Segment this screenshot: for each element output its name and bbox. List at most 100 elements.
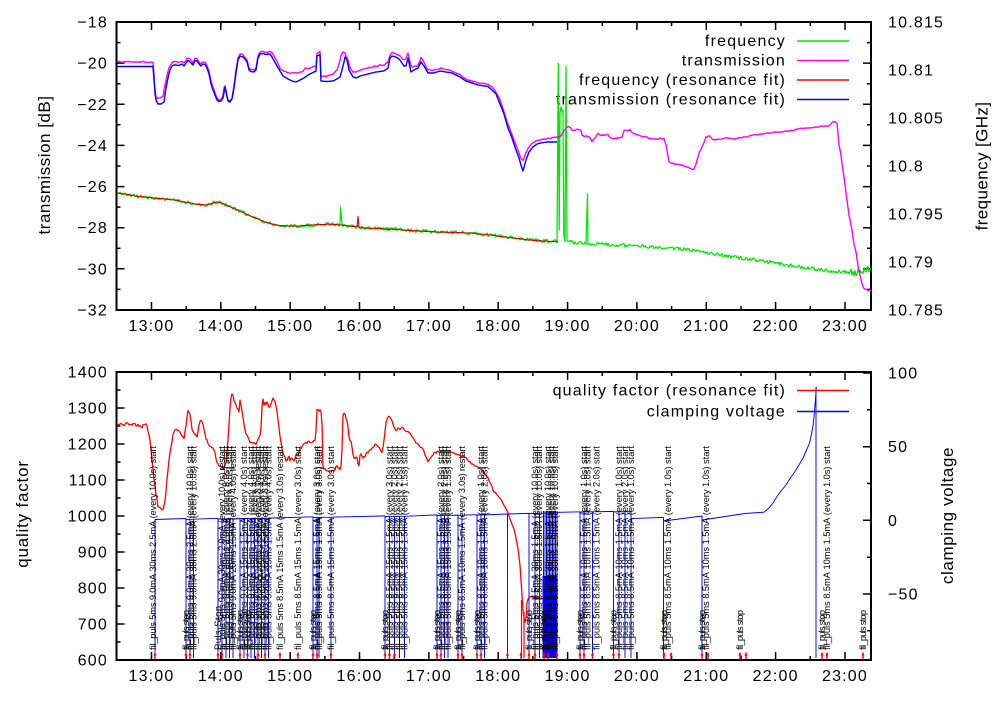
svg-text:21:00: 21:00 xyxy=(683,668,729,685)
svg-text:quality factor (resonance fit): quality factor (resonance fit) xyxy=(553,383,786,400)
svg-text:fil_puls stop: fil_puls stop xyxy=(380,610,390,650)
svg-text:fil_puls 5ms 8.5mA 15ms 1.5mA: fil_puls 5ms 8.5mA 15ms 1.5mA (every 2.0… xyxy=(390,446,400,650)
svg-text:fil_puls 5ms 8.5mA 10ms 1.5mA: fil_puls 5ms 8.5mA 10ms 1.5mA (every 2.0… xyxy=(592,446,602,650)
svg-text:fil_puls stop: fil_puls stop xyxy=(575,610,585,650)
svg-text:−30: −30 xyxy=(77,261,108,278)
svg-text:fil_puls 5ms 8.5mA 10ms 1.5mA: fil_puls 5ms 8.5mA 10ms 1.5mA (every 1.0… xyxy=(626,446,636,650)
svg-text:fil_puls 5ms 9.0mA 15ms 1.5mA: fil_puls 5ms 9.0mA 15ms 1.5mA (every 4.0… xyxy=(257,446,267,650)
svg-text:transmission: transmission xyxy=(682,53,786,70)
svg-text:transmission [dB]: transmission [dB] xyxy=(35,96,54,235)
svg-text:fil_puls 5ms 9.0mA 15ms 1.5mA: fil_puls 5ms 9.0mA 15ms 1.5mA (every 4.0… xyxy=(264,446,274,650)
svg-text:13:00: 13:00 xyxy=(128,318,174,335)
svg-text:fil_puls 5ms 8.5mA 10ms 1.5mA: fil_puls 5ms 8.5mA 10ms 1.5mA (every 1.0… xyxy=(822,446,832,650)
svg-text:15:00: 15:00 xyxy=(267,318,313,335)
svg-text:fil_puls stop: fil_puls stop xyxy=(235,610,245,650)
svg-text:−22: −22 xyxy=(77,97,108,114)
svg-text:fil_puls 5ms 9.0mA 30ms 2.0mA: fil_puls 5ms 9.0mA 30ms 2.0mA (every 10.… xyxy=(217,446,227,650)
svg-text:22:00: 22:00 xyxy=(753,668,799,685)
svg-text:fil_puls stop: fil_puls stop xyxy=(308,610,318,650)
svg-text:−24: −24 xyxy=(77,138,108,155)
svg-text:frequency (resonance fit): frequency (resonance fit) xyxy=(579,72,786,89)
svg-text:22:00: 22:00 xyxy=(753,318,799,335)
svg-text:fil_puls 5ms 8.5mA 15ms 1.5mA: fil_puls 5ms 8.5mA 15ms 1.5mA (every 3.0… xyxy=(260,446,270,650)
svg-text:700: 700 xyxy=(78,617,108,634)
svg-text:fil_puls stop: fil_puls stop xyxy=(432,610,442,650)
svg-text:10.785: 10.785 xyxy=(888,303,944,320)
svg-text:50: 50 xyxy=(888,439,908,456)
svg-text:fil_puls stop: fil_puls stop xyxy=(858,610,868,650)
svg-text:fil_puls 5ms 8.5mA 15ms 1.5mA: fil_puls 5ms 8.5mA 15ms 1.5mA (every 3.0… xyxy=(293,446,303,650)
svg-text:16:00: 16:00 xyxy=(337,668,383,685)
svg-text:transmission (resonance fit): transmission (resonance fit) xyxy=(556,92,786,109)
svg-text:fil_puls 5ms 8.5mA 15ms 1.5mA: fil_puls 5ms 8.5mA 15ms 1.5mA (every 2.0… xyxy=(395,446,405,650)
svg-text:13:00: 13:00 xyxy=(128,668,174,685)
svg-text:fil_puls 5ms 8.5mA 15ms 1.5mA: fil_puls 5ms 8.5mA 15ms 1.5mA (every 3.0… xyxy=(314,446,324,650)
svg-text:frequency [GHz]: frequency [GHz] xyxy=(973,102,992,231)
svg-text:fil_puls stop: fil_puls stop xyxy=(609,610,619,650)
svg-text:−28: −28 xyxy=(77,220,108,237)
svg-text:fil_puls 5ms 8.5mA 10ms 1.5mA: fil_puls 5ms 8.5mA 10ms 1.5mA (every 1.0… xyxy=(663,446,673,650)
svg-text:clamping voltage: clamping voltage xyxy=(938,447,957,584)
svg-text:19:00: 19:00 xyxy=(545,668,591,685)
svg-text:fil_puls 5ms 8.5mA 30ms 1.5mA: fil_puls 5ms 8.5mA 30ms 1.5mA (every 10.… xyxy=(530,446,540,650)
svg-text:fil_puls 5ms 9.0mA 15ms 1.5mA: fil_puls 5ms 9.0mA 15ms 1.5mA (every 4.0… xyxy=(239,446,249,650)
svg-text:10.815: 10.815 xyxy=(888,15,944,32)
svg-text:−18: −18 xyxy=(77,15,108,32)
svg-text:20:00: 20:00 xyxy=(614,318,660,335)
svg-text:fil_puls 5ms 8.5mA 10ms 1.5mA: fil_puls 5ms 8.5mA 10ms 1.5mA (every 1.0… xyxy=(476,446,486,650)
svg-text:19:00: 19:00 xyxy=(545,318,591,335)
svg-text:fil_puls 5ms 9.0mA 15ms 1.5mA: fil_puls 5ms 9.0mA 15ms 1.5mA (every 4.0… xyxy=(246,446,256,650)
svg-text:fil_puls 5ms 9.0mA 30ms 2.5mA: fil_puls 5ms 9.0mA 30ms 2.5mA (every 10.… xyxy=(148,446,158,650)
svg-text:1000: 1000 xyxy=(68,509,108,526)
svg-text:fil_puls 5ms 8.5mA 15ms 1.5mA: fil_puls 5ms 8.5mA 15ms 1.5mA (every 2.0… xyxy=(440,446,450,650)
svg-text:fil_puls 5ms 8.5mA 15ms 1.5mA: fil_puls 5ms 8.5mA 15ms 1.5mA (every 3.0… xyxy=(253,446,263,650)
svg-text:fil_puls 5ms 8.5mA 15ms 1.5mA: fil_puls 5ms 8.5mA 15ms 1.5mA (every 3.0… xyxy=(326,446,336,650)
svg-text:fil_puls 5ms 8.5mA 10ms 1.5mA: fil_puls 5ms 8.5mA 10ms 1.5mA (every 1.0… xyxy=(579,446,589,650)
svg-text:fil_puls 5ms 8.5mA 10ms 1.5mA: fil_puls 5ms 8.5mA 10ms 1.5mA (every 3.0… xyxy=(457,446,467,650)
svg-text:fil_puls 5ms 8.5mA 10ms 1.5mA: fil_puls 5ms 8.5mA 10ms 1.5mA (every 1.0… xyxy=(701,446,711,650)
svg-text:fil_puls 5ms 8.5mA 30ms 1.5mA: fil_puls 5ms 8.5mA 30ms 1.5mA (every 10.… xyxy=(550,446,560,650)
svg-text:fil_puls 5ms 8.5mA 15ms 1.5mA: fil_puls 5ms 8.5mA 15ms 1.5mA (every 3.0… xyxy=(312,446,322,650)
svg-text:17:00: 17:00 xyxy=(406,318,452,335)
svg-text:600: 600 xyxy=(78,653,108,670)
svg-text:fil_puls 5ms 8.5mA 15ms 1.5mA: fil_puls 5ms 8.5mA 15ms 1.5mA (every 3.0… xyxy=(275,446,285,650)
svg-text:fil_puls 5ms 9.0mA 20ms 1.5mA: fil_puls 5ms 9.0mA 20ms 1.5mA (every 4.0… xyxy=(228,446,238,650)
svg-text:10.805: 10.805 xyxy=(888,111,944,128)
svg-text:1100: 1100 xyxy=(69,473,108,490)
svg-text:1200: 1200 xyxy=(68,437,108,454)
svg-text:−50: −50 xyxy=(888,587,919,604)
svg-text:1300: 1300 xyxy=(68,401,108,418)
svg-text:21:00: 21:00 xyxy=(683,318,729,335)
svg-text:fil_puls stop: fil_puls stop xyxy=(472,610,482,650)
svg-text:clamping voltage: clamping voltage xyxy=(647,404,786,421)
svg-text:fil_puls stop: fil_puls stop xyxy=(524,610,534,650)
svg-text:fil_puls stop: fil_puls stop xyxy=(453,610,463,650)
svg-text:10.81: 10.81 xyxy=(888,63,934,80)
svg-text:fil_puls 5ms 8.5mA 30ms 1.5mA: fil_puls 5ms 8.5mA 30ms 1.5mA (every 10.… xyxy=(534,446,544,650)
svg-text:Puls Stop: Puls Stop xyxy=(213,606,223,650)
svg-text:10.795: 10.795 xyxy=(888,207,944,224)
svg-text:16:00: 16:00 xyxy=(337,318,383,335)
svg-text:fil_puls stop: fil_puls stop xyxy=(181,610,191,650)
svg-text:fil_puls stop: fil_puls stop xyxy=(697,610,707,650)
svg-text:fil_puls 5ms 9.0mA 30ms 2.0mA: fil_puls 5ms 9.0mA 30ms 2.0mA (every 10.… xyxy=(189,446,199,650)
svg-text:fil_puls 5ms 9.0mA 20ms 2.0mA: fil_puls 5ms 9.0mA 20ms 2.0mA (every 5.0… xyxy=(225,446,235,650)
svg-text:fil_puls 5ms 9.0mA 30ms 2.5mA: fil_puls 5ms 9.0mA 30ms 2.5mA (every 10.… xyxy=(185,446,195,650)
svg-text:−32: −32 xyxy=(77,302,108,319)
svg-text:23:00: 23:00 xyxy=(822,668,868,685)
svg-text:fil_puls 5ms 8.5mA 10ms 1.5mA: fil_puls 5ms 8.5mA 10ms 1.5mA (every 1.0… xyxy=(583,446,593,650)
svg-text:20:00: 20:00 xyxy=(614,668,660,685)
svg-text:fil_puls 5ms 8.5mA 10ms 1.5mA: fil_puls 5ms 8.5mA 10ms 1.5mA (every 2.0… xyxy=(620,446,630,650)
svg-text:0: 0 xyxy=(888,513,898,530)
svg-text:fil_puls 5ms 8.5mA 15ms 1.5mA: fil_puls 5ms 8.5mA 15ms 1.5mA (every 3.0… xyxy=(385,446,395,650)
svg-text:fil_puls 5ms 8.5mA 10ms 1.5mA: fil_puls 5ms 8.5mA 10ms 1.5mA (every 2.0… xyxy=(480,446,490,650)
svg-text:18:00: 18:00 xyxy=(475,668,521,685)
svg-text:900: 900 xyxy=(78,545,108,562)
svg-text:fil_puls 5ms 8.5mA 30ms 1.5mA: fil_puls 5ms 8.5mA 30ms 1.5mA (every 10.… xyxy=(543,446,553,650)
svg-text:−20: −20 xyxy=(77,56,108,73)
svg-text:100: 100 xyxy=(888,366,918,383)
svg-text:23:00: 23:00 xyxy=(822,318,868,335)
svg-text:fil_puls 5ms 8.5mA 10ms 1.5mA: fil_puls 5ms 8.5mA 10ms 1.5mA (every 1.0… xyxy=(614,446,624,650)
svg-text:frequency: frequency xyxy=(705,33,786,50)
svg-text:fil_puls 5ms 9.0mA 15ms 1.5mA: fil_puls 5ms 9.0mA 15ms 1.5mA (every 4.0… xyxy=(250,446,260,650)
